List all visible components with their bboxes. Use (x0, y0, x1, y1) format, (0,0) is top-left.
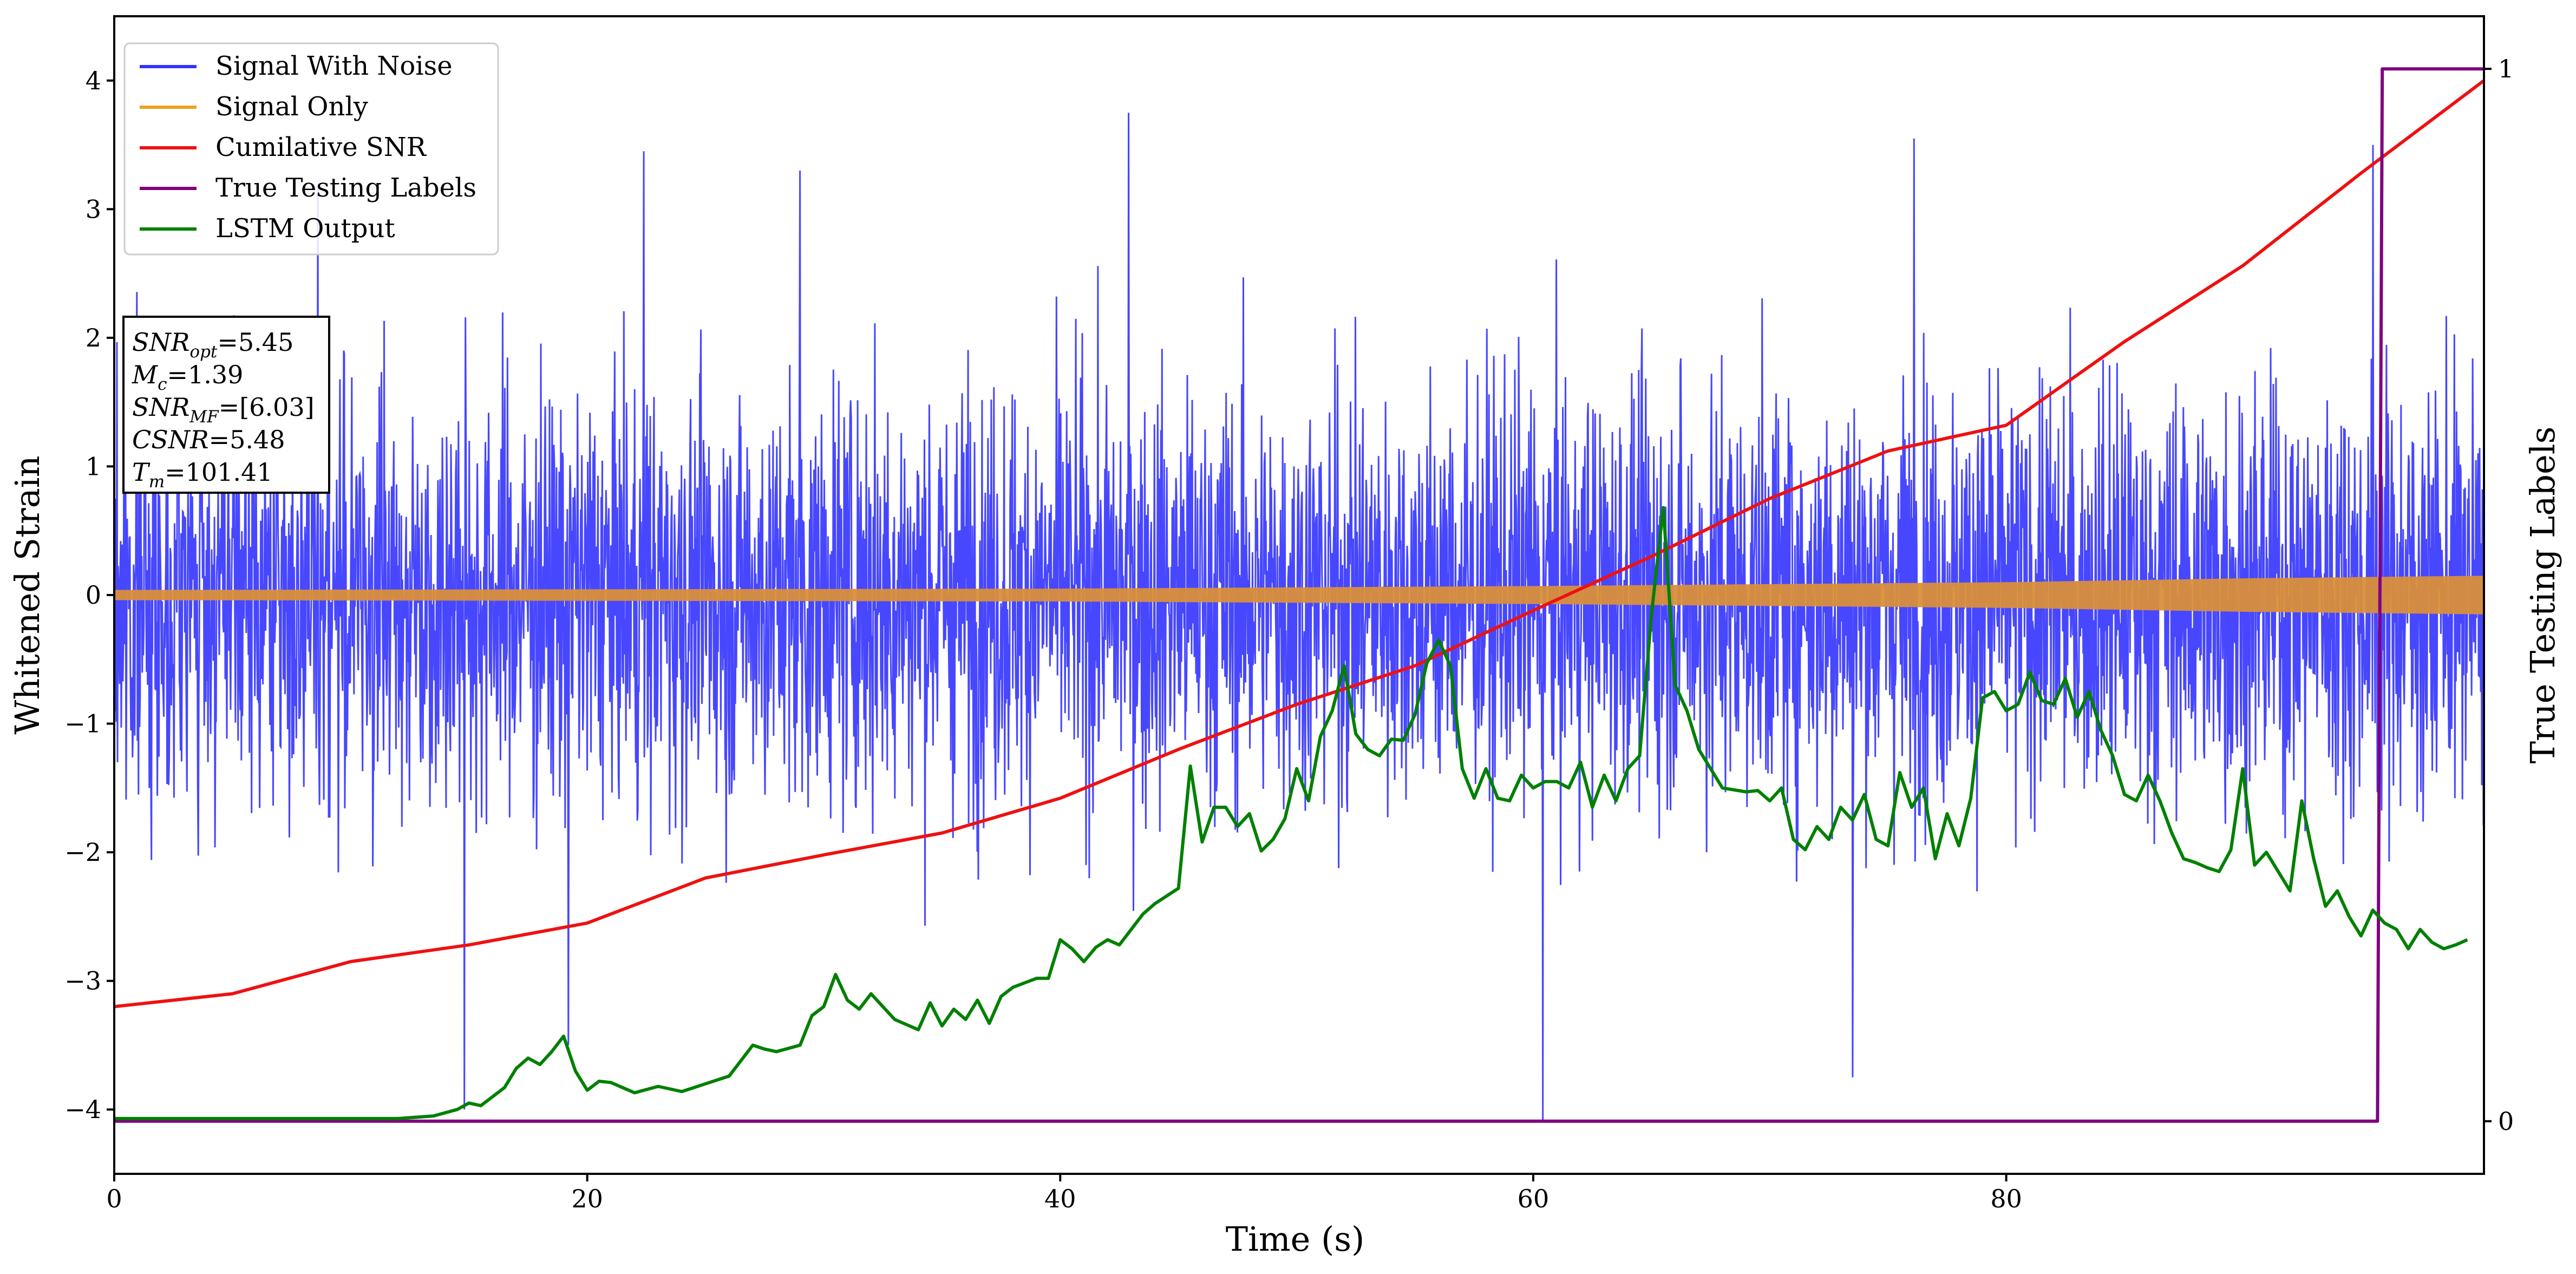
annotation-merger-time: Tm=101.41 (132, 458, 273, 492)
legend-label: LSTM Output (215, 213, 395, 244)
y-tick-label: −4 (64, 1095, 101, 1124)
x-tick-label: 80 (1990, 1184, 2022, 1213)
legend-label: Cumilative SNR (215, 132, 427, 162)
legend-box (123, 42, 499, 256)
parameter-annotation: SNRopt=5.45 Mc=1.39 SNRMF=[6.03] CSNR=5.… (122, 316, 330, 494)
x-tick-label: 40 (1044, 1184, 1076, 1213)
annotation-snr-mf: SNRMF=[6.03] (132, 393, 315, 427)
legend: Signal With Noise Signal Only Cumilative… (123, 42, 499, 256)
y-tick-label: 2 (86, 323, 101, 352)
noise-trace (114, 113, 2484, 1123)
y-tick-label: 4 (86, 66, 101, 95)
legend-entry-lstm-output: LSTM Output (140, 213, 395, 244)
annotation-chirp-mass: Mc=1.39 (132, 360, 243, 394)
y-tick-label: −3 (64, 966, 101, 996)
y2-axis-label: True Testing Labels (2523, 427, 2562, 764)
x-tick-label: 60 (1518, 1184, 1549, 1213)
snr-line (114, 79, 2484, 1009)
x-axis: 0 20 40 60 80 (106, 1174, 2022, 1213)
legend-entry-signal-with-noise: Signal With Noise (140, 51, 453, 81)
legend-entry-cumulative-snr: Cumilative SNR (140, 132, 427, 162)
legend-label: True Testing Labels (215, 173, 476, 203)
y-tick-label: −1 (64, 709, 101, 739)
legend-label: Signal With Noise (215, 51, 453, 81)
y-axis-right: 01 (2484, 54, 2514, 1136)
x-axis-label: Time (s) (1226, 1219, 1365, 1259)
series-lstm-output (114, 506, 2468, 1120)
annotation-snr-opt: SNRopt=5.45 (132, 328, 293, 362)
y-tick-label: −2 (64, 838, 101, 867)
series-signal-with-noise (114, 113, 2484, 1123)
y-tick-label: 3 (86, 194, 101, 224)
y2-tick-label: 0 (2498, 1107, 2514, 1136)
y-axis-label: Whitened Strain (8, 456, 47, 735)
x-tick-label: 0 (106, 1184, 122, 1213)
annotation-box (122, 316, 330, 494)
y-tick-label: 0 (86, 580, 101, 610)
lstm-line (114, 506, 2468, 1120)
legend-entry-signal-only: Signal Only (140, 92, 368, 122)
labels-line (114, 67, 2484, 1123)
y2-tick-label: 1 (2498, 54, 2514, 83)
x-tick-label: 20 (571, 1184, 603, 1213)
series-cumulative-snr (114, 79, 2484, 1009)
legend-label: Signal Only (215, 92, 368, 122)
signal-band (114, 576, 2484, 615)
y-tick-label: 1 (86, 452, 101, 481)
y-axis-left: −4 −3 −2 −1 0 1 2 3 4 (64, 66, 114, 1124)
series-true-testing-labels (114, 67, 2484, 1123)
series-signal-only (114, 576, 2484, 615)
legend-entry-true-testing-labels: True Testing Labels (140, 173, 476, 203)
annotation-csnr: CSNR=5.48 (132, 425, 285, 454)
